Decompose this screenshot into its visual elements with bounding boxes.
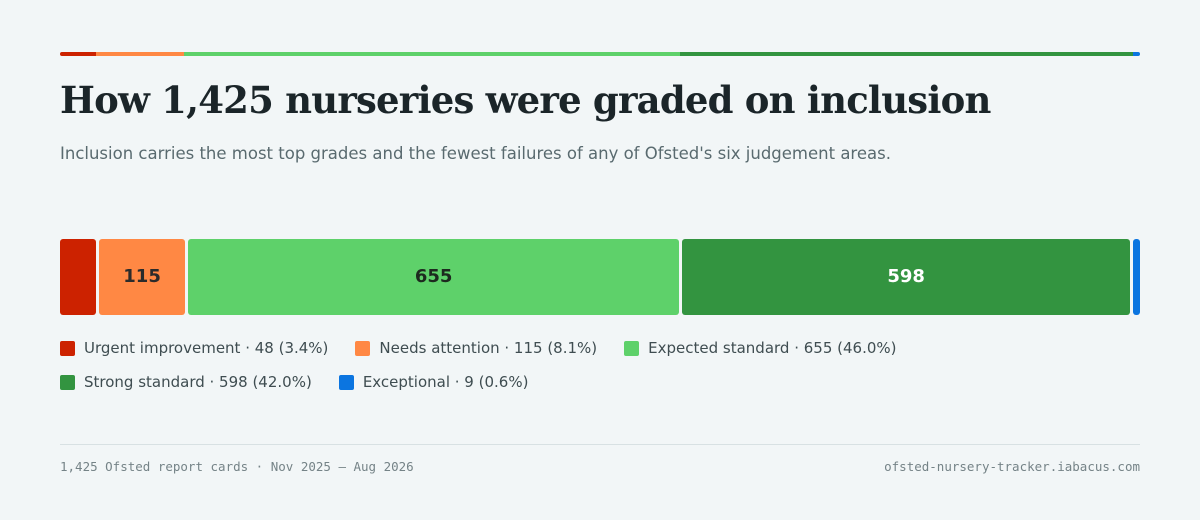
accent-segment-needs-attention [96,52,184,56]
bar-segment-expected-standard [188,239,680,315]
legend-swatch [355,340,371,356]
legend-label: Needs attention · 115 (8.1%) [379,339,598,357]
legend-item-exceptional: Exceptional · 9 (0.6%) [338,373,529,391]
bar-segment-needs-attention [98,239,186,315]
footer-site-url: ofsted-nursery-tracker.iabacus.com [884,459,1140,474]
legend-label: Urgent improvement · 48 (3.4%) [84,339,329,357]
footer-divider [60,444,1140,445]
chart-card: How 1,425 nurseries were graded on inclu… [60,52,1140,492]
chart-subtitle: Inclusion carries the most top grades an… [60,144,891,163]
bar-data-label-expected-standard: 655 [414,266,453,287]
bar-segment-exceptional [1133,239,1140,315]
legend-row: Urgent improvement · 48 (3.4%) Needs att… [60,338,1140,358]
footer-source: 1,425 Ofsted report cards · Nov 2025 – A… [60,459,414,474]
bar-data-label-strong-standard: 598 [887,266,925,287]
legend-item-needs-attention: Needs attention · 115 (8.1%) [355,339,597,357]
stacked-bar: 115 655 598 [60,239,1140,315]
legend-label: Expected standard · 655 (46.0%) [648,339,897,357]
legend-label: Strong standard · 598 (42.0%) [84,373,312,391]
bar-data-label-needs-attention: 115 [123,266,161,287]
legend: Urgent improvement · 48 (3.4%) Needs att… [60,338,1140,406]
legend-row: Strong standard · 598 (42.0%) Exceptiona… [60,372,1140,392]
accent-segment-expected-standard [183,52,680,56]
chart-title: How 1,425 nurseries were graded on inclu… [60,78,991,122]
accent-segment-urgent-improvement [60,52,97,56]
accent-segment-exceptional [1133,52,1140,56]
legend-item-strong-standard: Strong standard · 598 (42.0%) [60,373,312,391]
legend-swatch [60,340,75,356]
legend-label: Exceptional · 9 (0.6%) [362,373,529,391]
legend-swatch [338,374,354,390]
legend-swatch [624,340,640,356]
legend-item-urgent-improvement: Urgent improvement · 48 (3.4%) [60,339,328,357]
bar-segment-strong-standard [682,239,1131,315]
accent-color-strip [60,52,1140,56]
legend-item-expected-standard: Expected standard · 655 (46.0%) [624,339,897,357]
legend-swatch [60,374,75,390]
bar-segment-urgent-improvement [60,239,96,315]
accent-segment-strong-standard [679,52,1134,56]
